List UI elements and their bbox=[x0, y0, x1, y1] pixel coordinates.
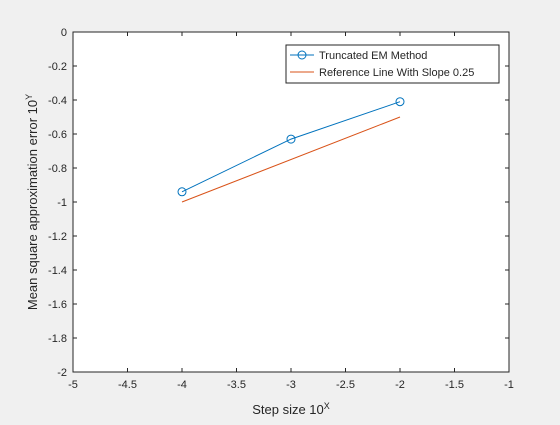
series-0-point bbox=[286, 134, 296, 144]
series-line-0 bbox=[181, 101, 401, 193]
y-tick-label: -0.2 bbox=[48, 61, 67, 73]
y-tick-label: -2 bbox=[57, 367, 67, 379]
x-axis-label-text: Step size 10 bbox=[252, 402, 324, 417]
series-0-point bbox=[177, 187, 187, 197]
x-tick-label: -1 bbox=[504, 379, 514, 391]
y-axis-label-superscript: Y bbox=[24, 94, 34, 100]
y-tick-label: -1.8 bbox=[48, 333, 67, 345]
x-tick-label: -3.5 bbox=[227, 379, 246, 391]
y-tick-label: -0.6 bbox=[48, 129, 67, 141]
y-axis-label: Mean square approximation error 10Y bbox=[24, 94, 40, 310]
y-tick-label: -0.8 bbox=[48, 163, 67, 175]
y-tick-label: 0 bbox=[61, 27, 67, 39]
x-tick-label: -5 bbox=[68, 379, 78, 391]
legend-label-reference: Reference Line With Slope 0.25 bbox=[319, 67, 474, 79]
legend-label-truncated-em: Truncated EM Method bbox=[319, 50, 427, 62]
x-tick-label: -1.5 bbox=[445, 379, 464, 391]
legend: Truncated EM Method Reference Line With … bbox=[285, 44, 500, 84]
legend-box bbox=[285, 44, 500, 84]
x-axis-label-superscript: X bbox=[324, 401, 330, 411]
legend-marker-truncated-em bbox=[297, 50, 307, 60]
y-tick-label: -1 bbox=[57, 197, 67, 209]
y-tick-label: -0.4 bbox=[48, 95, 67, 107]
x-tick-label: -3 bbox=[286, 379, 296, 391]
x-axis-label: Step size 10X bbox=[252, 401, 330, 417]
y-tick-label: -1.2 bbox=[48, 231, 67, 243]
y-tick-label: -1.4 bbox=[48, 265, 67, 277]
series-line-1 bbox=[181, 116, 401, 203]
tick-layer: -5 -4.5 -4 -3.5 -3 -2.5 -2 -1.5 -1 0 -0.2 -0.4 -0.6 -… bbox=[48, 27, 514, 391]
x-tick-label: -2 bbox=[395, 379, 405, 391]
plot-area bbox=[73, 32, 509, 372]
x-tick-label: -4.5 bbox=[118, 379, 137, 391]
x-tick-label: -4 bbox=[177, 379, 187, 391]
y-axis-label-text: Mean square approximation error 10 bbox=[25, 100, 40, 310]
series-layer bbox=[177, 97, 405, 203]
y-tick-label: -1.6 bbox=[48, 299, 67, 311]
series-0-point bbox=[395, 97, 405, 107]
x-tick-label: -2.5 bbox=[336, 379, 355, 391]
